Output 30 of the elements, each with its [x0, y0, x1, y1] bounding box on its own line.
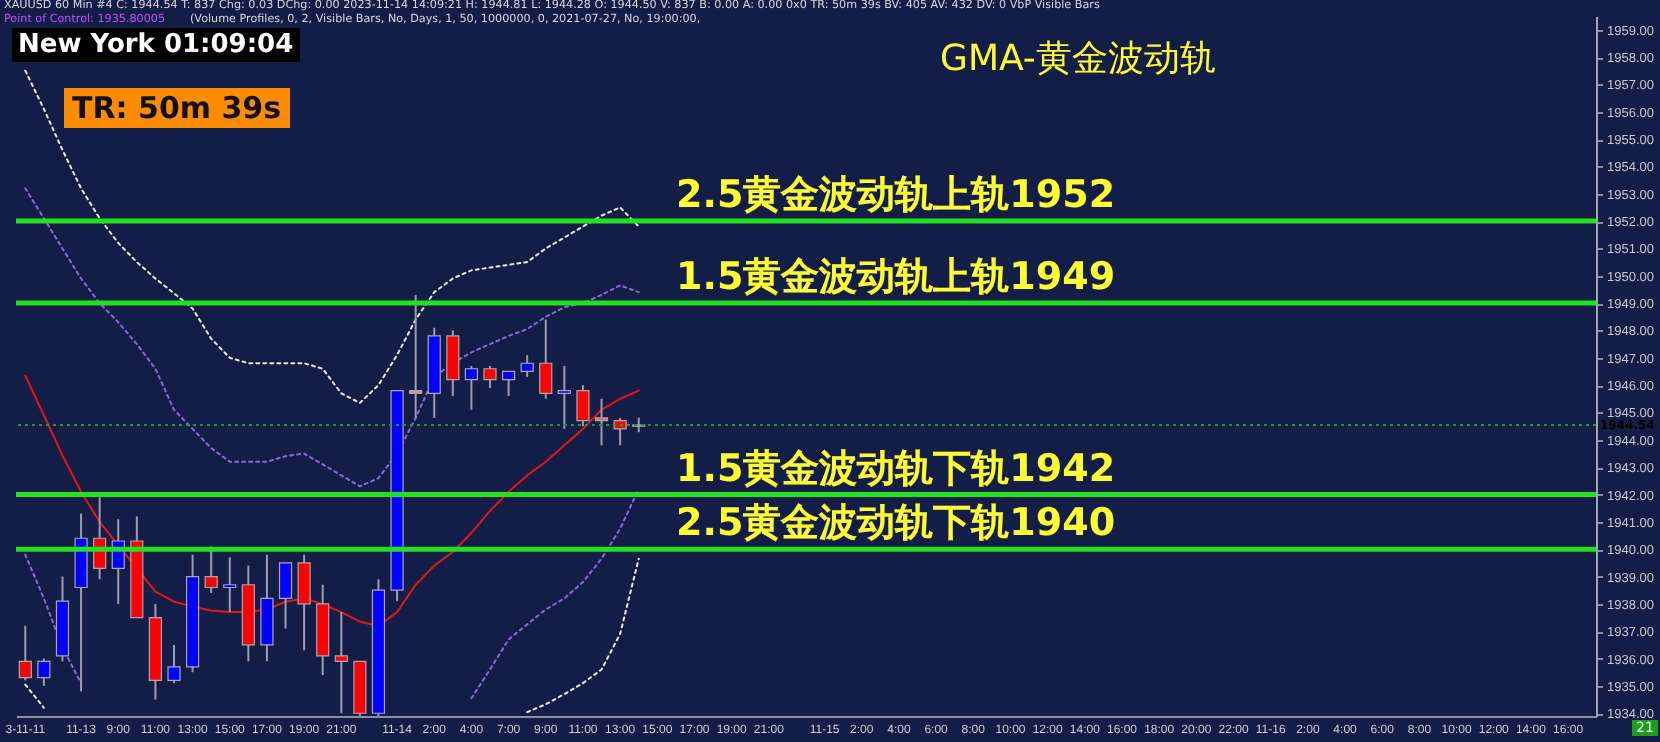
ref-line-label: 2.5黄金波动轨下轨1940 — [676, 501, 1116, 546]
candlestick — [167, 643, 181, 685]
line-series — [24, 69, 640, 404]
candlestick — [520, 354, 534, 378]
candlestick — [464, 365, 479, 411]
candlestick — [446, 329, 460, 398]
candlestick — [501, 370, 516, 398]
line-series — [24, 374, 640, 627]
candlestick — [557, 365, 571, 430]
candlestick — [297, 553, 311, 652]
candlestick — [18, 624, 32, 682]
line-series — [24, 187, 640, 488]
candlestick — [37, 657, 51, 687]
text: GMA-黄金波动轨 — [940, 38, 1216, 80]
annotation: New York 01:09:04 — [12, 28, 300, 62]
candlestick — [204, 545, 218, 594]
candlestick — [409, 293, 423, 419]
ref-line-label: 2.5黄金波动轨上轨1952 — [676, 173, 1116, 218]
candlestick — [613, 416, 627, 447]
candlestick — [278, 561, 293, 630]
candlestick — [539, 318, 553, 400]
candlestick — [223, 556, 237, 614]
annotation: TR: 50m 39s — [64, 88, 290, 128]
candlestick — [260, 553, 274, 663]
ref-line-label: 1.5黄金波动轨下轨1942 — [676, 446, 1116, 491]
candlestick — [483, 365, 497, 389]
ref-line-label: 1.5黄金波动轨上轨1949 — [676, 255, 1116, 300]
candlestick — [594, 397, 609, 447]
candlestick — [334, 611, 348, 715]
candlestick — [576, 384, 590, 428]
